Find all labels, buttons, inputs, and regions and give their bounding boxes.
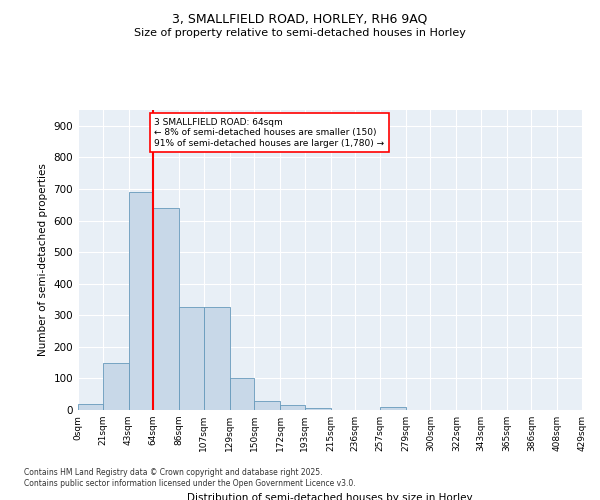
Bar <box>153 208 179 410</box>
Bar <box>78 404 103 410</box>
Y-axis label: Number of semi-detached properties: Number of semi-detached properties <box>38 164 48 356</box>
X-axis label: Distribution of semi-detached houses by size in Horley: Distribution of semi-detached houses by … <box>187 493 473 500</box>
Text: Contains HM Land Registry data © Crown copyright and database right 2025.
Contai: Contains HM Land Registry data © Crown c… <box>24 468 356 487</box>
Bar <box>254 400 280 410</box>
Text: 3, SMALLFIELD ROAD, HORLEY, RH6 9AQ: 3, SMALLFIELD ROAD, HORLEY, RH6 9AQ <box>172 12 428 26</box>
Text: Size of property relative to semi-detached houses in Horley: Size of property relative to semi-detach… <box>134 28 466 38</box>
Bar <box>280 406 305 410</box>
Bar <box>204 308 230 410</box>
Bar <box>179 308 204 410</box>
Bar <box>230 378 254 410</box>
Bar <box>380 407 406 410</box>
Bar <box>128 192 153 410</box>
Text: 3 SMALLFIELD ROAD: 64sqm
← 8% of semi-detached houses are smaller (150)
91% of s: 3 SMALLFIELD ROAD: 64sqm ← 8% of semi-de… <box>154 118 385 148</box>
Bar <box>103 362 128 410</box>
Bar <box>305 408 331 410</box>
